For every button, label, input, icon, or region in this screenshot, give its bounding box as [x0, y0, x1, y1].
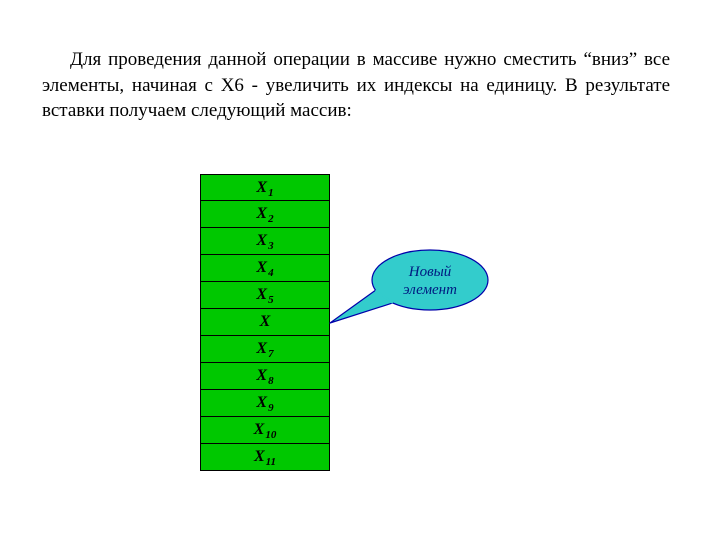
callout-text-line2: элемент — [403, 282, 457, 298]
callout-bubble: Новый элемент — [0, 0, 720, 540]
callout-text-line1: Новый — [408, 264, 452, 280]
page: Для проведения данной операции в массиве… — [0, 0, 720, 540]
